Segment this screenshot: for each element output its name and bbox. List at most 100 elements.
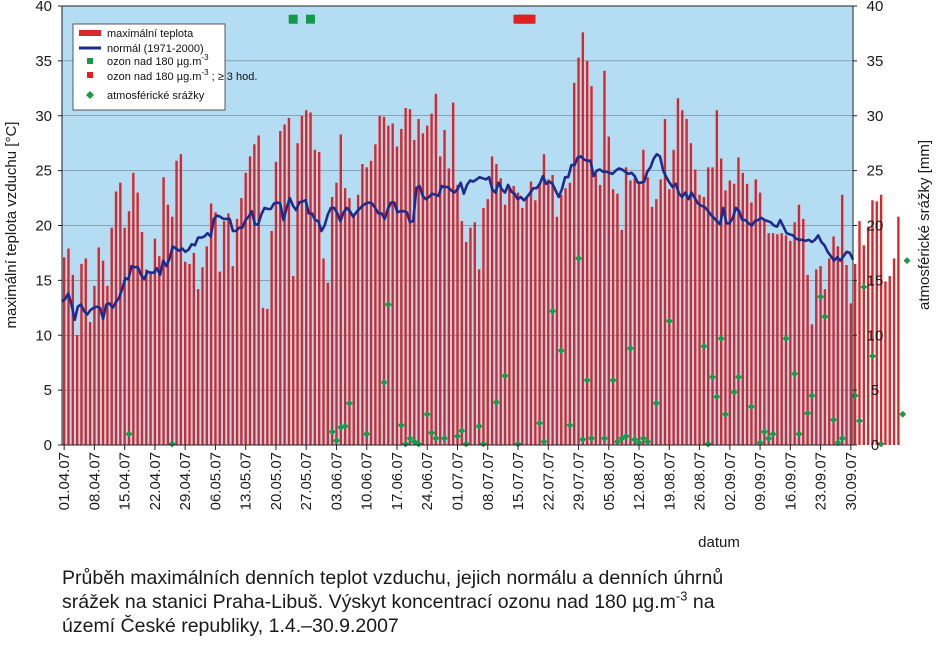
temperature-bar <box>655 199 658 445</box>
temperature-bar <box>391 123 394 446</box>
temperature-bar <box>179 154 183 445</box>
temperature-bar <box>598 184 602 445</box>
x-tick-label: 09.09.07 <box>752 452 769 510</box>
precipitation-point <box>402 440 410 448</box>
temperature-bar <box>642 149 645 445</box>
temperature-bar <box>244 172 247 445</box>
temperature-bar <box>127 211 131 445</box>
temperature-bar <box>611 189 615 445</box>
precipitation-point <box>475 422 483 430</box>
temperature-bar <box>841 194 844 445</box>
precipitation-point <box>817 293 825 301</box>
temperature-bar <box>132 172 135 445</box>
precipitation-point <box>704 440 712 448</box>
ozone-180-marker <box>306 14 315 24</box>
x-tick-label: 17.06.07 <box>389 452 406 510</box>
right-y-axis: 0 5 10 15 20 25 30 35 40 <box>853 0 883 454</box>
temperature-bar <box>417 119 420 445</box>
temperature-bar <box>542 154 546 445</box>
temperature-bar <box>227 213 230 445</box>
temperature-bar <box>145 269 148 445</box>
caption-line-1: Průběh maximálních denních teplot vzduch… <box>62 567 724 589</box>
temperature-bar <box>585 60 589 446</box>
temperature-bar <box>266 308 269 445</box>
temperature-bar <box>434 93 438 446</box>
temperature-bar <box>313 149 317 445</box>
precipitation-point <box>899 410 907 418</box>
precipitation-point <box>652 399 660 407</box>
y-tick-label-left: 0 <box>44 437 52 454</box>
temperature-bar <box>196 289 200 445</box>
temperature-bar <box>421 133 425 445</box>
temperature-bar <box>71 274 74 445</box>
precipitation-point <box>709 373 716 381</box>
legend-label-precip: atmosférické srážky <box>107 90 205 102</box>
temperature-bar <box>279 131 282 446</box>
precipitation-point <box>795 430 803 438</box>
precipitation-point <box>479 440 487 448</box>
temperature-bar <box>637 182 641 445</box>
temperature-bar <box>214 212 217 445</box>
precipitation-point <box>838 434 846 442</box>
temperature-bar <box>395 146 399 446</box>
temperature-bar <box>681 110 684 445</box>
temperature-bar <box>201 267 204 445</box>
temperature-bar <box>153 238 157 445</box>
temperature-bar <box>88 322 92 445</box>
temperature-bar <box>171 216 174 445</box>
temperature-bar <box>508 188 511 445</box>
temperature-bar <box>106 285 109 445</box>
precipitation-point <box>769 430 777 438</box>
temperature-bar <box>136 192 139 445</box>
temperature-bar <box>335 182 338 445</box>
temperature-bar <box>620 229 623 445</box>
temperature-bar <box>231 266 234 445</box>
temperature-bar <box>707 167 710 445</box>
temperature-bar <box>650 206 654 445</box>
ozone-180-marker <box>288 14 298 24</box>
precipitation-point <box>613 438 621 446</box>
legend-box <box>72 23 226 111</box>
temperature-bar <box>292 275 295 445</box>
precipitation-point <box>700 342 708 350</box>
x-tick-label: 06.05.07 <box>207 452 224 510</box>
temperature-bar <box>426 125 429 445</box>
temperature-bar <box>140 232 144 445</box>
precipitation-point <box>830 416 837 424</box>
temperature-bar <box>560 194 563 445</box>
x-tick-label: 05.08.07 <box>601 452 618 510</box>
precipitation-point <box>341 422 349 430</box>
y-tick-label-right: 40 <box>867 0 884 15</box>
temperature-bar <box>352 213 355 445</box>
temperature-bar <box>296 143 299 445</box>
normal-line-series <box>61 152 855 322</box>
y-tick-label-right: 25 <box>867 163 884 180</box>
y-tick-label-right: 10 <box>867 327 884 344</box>
precipitation-point <box>601 434 608 442</box>
temperature-bar <box>534 200 537 445</box>
y-tick-label-right: 15 <box>867 272 884 289</box>
precipitation-point <box>557 347 565 355</box>
temperature-bar <box>378 115 381 445</box>
temperature-bar <box>577 57 580 445</box>
precipitation-point <box>760 428 768 436</box>
temperature-bar <box>343 188 347 445</box>
temperature-bar <box>728 180 731 445</box>
temperature-bar <box>205 246 208 445</box>
temperature-bar <box>339 134 342 445</box>
precipitation-point <box>869 352 876 360</box>
y-tick-label-right: 20 <box>867 218 884 235</box>
temperature-bar <box>607 136 610 445</box>
precipitation-point <box>579 436 587 443</box>
temperature-bar <box>75 335 79 445</box>
precipitation-point <box>345 399 353 407</box>
temperature-bar <box>897 216 900 445</box>
temperature-bar <box>382 116 386 445</box>
precipitation-point <box>462 440 470 448</box>
legend-swatch-ozone180 <box>87 58 93 64</box>
temperature-bar <box>322 258 325 445</box>
temperature-bar <box>317 151 321 445</box>
temperature-bar <box>464 241 468 445</box>
temperature-bar <box>253 144 256 446</box>
temperature-bar <box>477 269 481 445</box>
